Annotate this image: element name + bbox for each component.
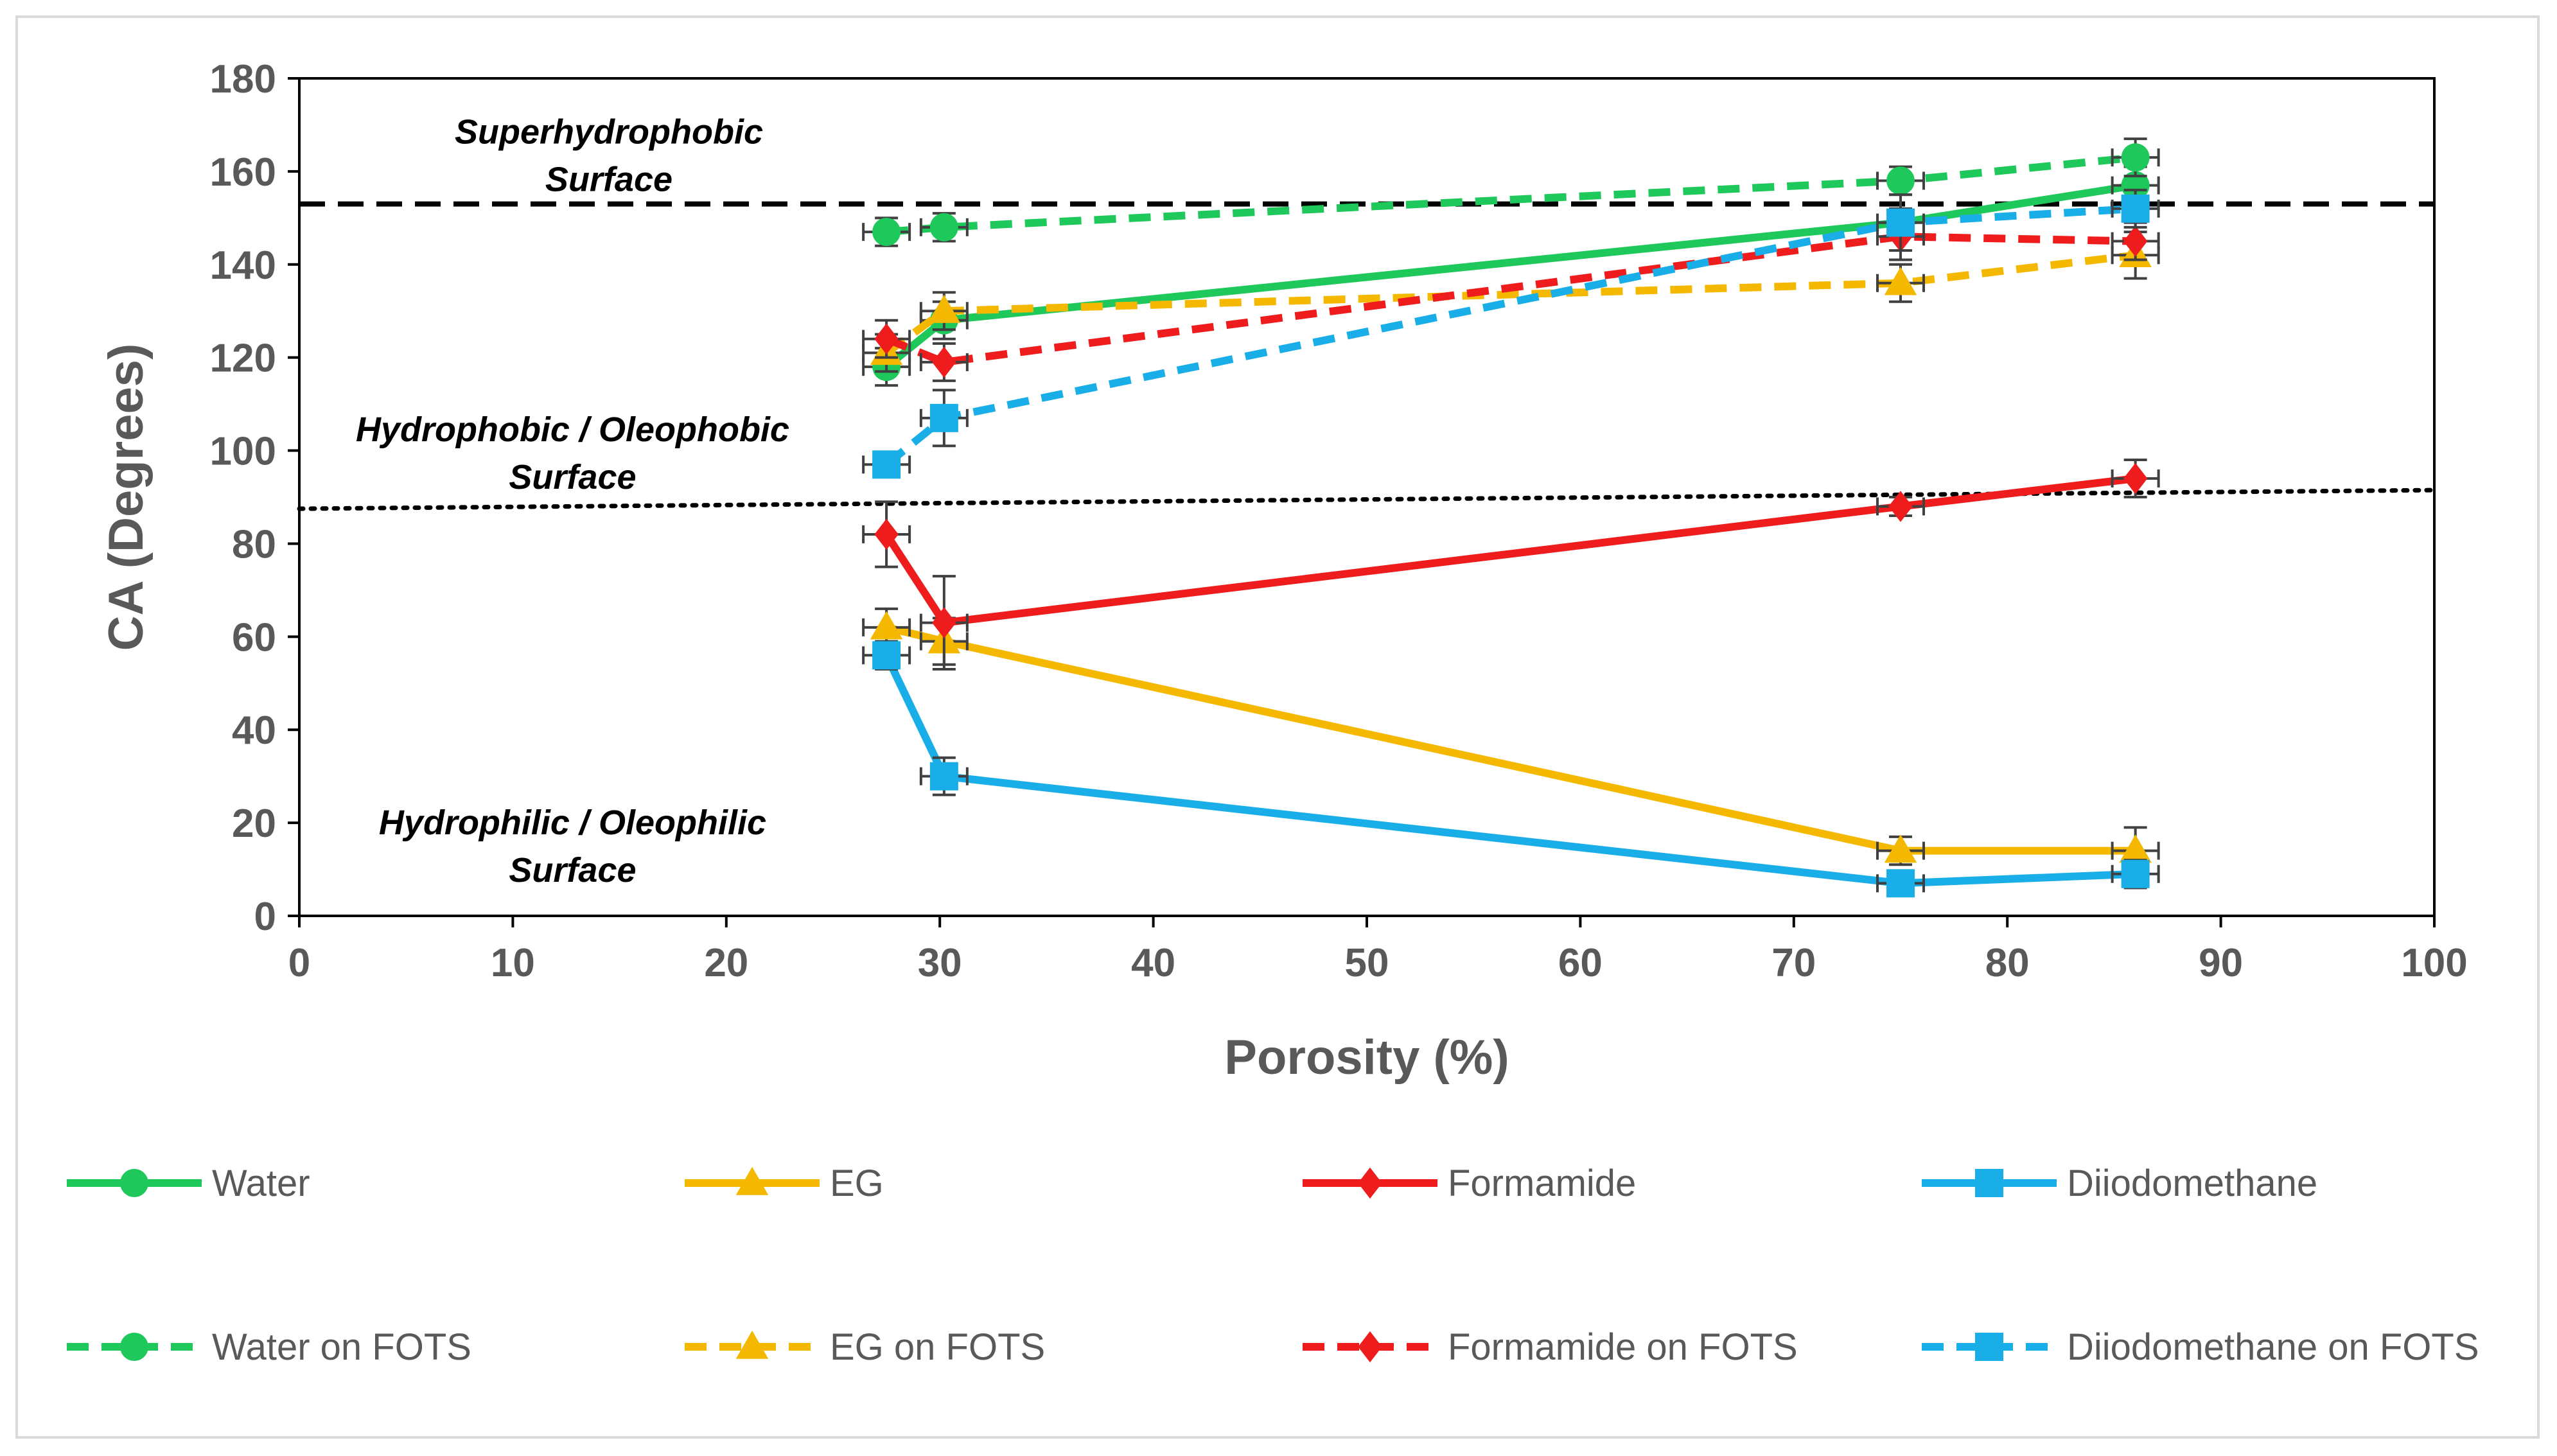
hydrophilic-label-line-2: Surface [509,851,636,890]
legend-label: Diiodomethane [2067,1162,2317,1204]
eg-point [870,611,903,640]
water-point [2121,171,2150,200]
water-on-fots-line [886,153,2136,236]
water-on-fots-point [929,213,958,241]
x-tick-label: 10 [491,941,535,985]
diiodomethane-on-fots-point [1886,208,1915,237]
formamide-on-fots-line [884,232,2136,366]
diiodomethane-on-fots-point [2121,194,2150,223]
series-eg [862,607,2160,875]
legend-label: Diiodomethane on FOTS [2067,1326,2479,1368]
legend-swatch-marker [1358,1331,1382,1363]
diiodomethane-point [2121,859,2150,888]
superhydrophobic-label-line-1: Superhydrophobic [455,112,763,151]
legend-swatch-marker [120,1169,148,1197]
x-axis-title: Porosity (%) [1224,1030,1509,1085]
legend-label: Formamide [1448,1162,1636,1204]
x-tick-label: 100 [2401,941,2467,985]
diiodomethane-point [929,762,958,791]
hydrophobic-threshold-line [297,487,2437,511]
x-tick-label: 70 [1771,941,1816,985]
diiodomethane-line [883,653,2136,888]
formamide-point [1888,491,1913,522]
legend-swatch-marker [735,1330,769,1359]
eg-point [1884,834,1917,863]
diiodomethane-point [1886,869,1915,898]
x-tick-label: 40 [1131,941,1175,985]
legend-item-formamide-on-fots: Formamide on FOTS [1303,1326,1798,1368]
legend-label: EG on FOTS [830,1326,1045,1368]
eg-point [2119,834,2152,863]
x-tick-label: 90 [2199,941,2243,985]
eg-line [885,624,2136,855]
formamide-line [883,475,2136,627]
legend-item-water: Water [67,1162,310,1204]
series-water-on-fots [862,137,2160,247]
superhydrophobic-label-line-2: Surface [545,160,672,198]
y-tick-label: 80 [232,522,276,566]
y-tick-label: 60 [232,615,276,660]
hydrophilic-label-line-1: Hydrophilic / Oleophilic [379,803,766,842]
legend-label: Formamide on FOTS [1448,1326,1798,1368]
series-formamide [862,459,2160,671]
x-tick-label: 80 [1985,941,2030,985]
hydrophobic-label-line-2: Surface [509,458,636,496]
diiodomethane-on-fots-point [872,450,901,479]
eg-on-fots-point [927,294,961,323]
legend-item-diiodomethane: Diiodomethane [1922,1162,2317,1204]
legend-item-water-on-fots: Water on FOTS [67,1326,471,1368]
formamide-on-fots-point [874,323,899,355]
legend-swatch-marker [1975,1333,2003,1361]
legend-item-eg-on-fots: EG on FOTS [685,1326,1045,1368]
eg-on-fots-point [1884,267,1917,295]
legend-label: Water [212,1162,310,1204]
legend-item-eg: EG [685,1162,884,1204]
series-diiodomethane-on-fots [862,188,2160,479]
water-on-fots-point [2121,143,2150,172]
diiodomethane-on-fots-line [884,204,2136,468]
water-on-fots-point [872,218,901,247]
legend-item-diiodomethane-on-fots: Diiodomethane on FOTS [1922,1326,2479,1368]
y-tick-label: 120 [210,337,276,381]
legend-swatch-marker [120,1333,148,1361]
y-tick-label: 40 [232,708,276,753]
legend-label: EG [830,1162,884,1204]
eg-on-fots-line [884,251,2136,356]
hydrophobic-label-line-1: Hydrophobic / Oleophobic [356,410,789,449]
x-tick-label: 0 [288,941,310,985]
chart-frame [15,15,2540,1439]
x-tick-label: 30 [918,941,962,985]
legend-item-formamide: Formamide [1303,1162,1636,1204]
x-tick-label: 20 [704,941,748,985]
formamide-point [874,518,899,550]
formamide-point [2123,462,2148,495]
y-axis-title: CA (Degrees) [99,344,154,651]
water-on-fots-point [1886,166,1915,195]
y-tick-label: 100 [210,430,276,474]
x-tick-label: 50 [1345,941,1389,985]
water-line [884,181,2136,370]
formamide-on-fots-point [932,346,956,378]
legend-swatch-marker [735,1166,769,1195]
y-tick-label: 0 [254,895,276,939]
y-tick-label: 20 [232,802,276,846]
formamide-on-fots-point [2123,225,2148,257]
x-tick-label: 60 [1558,941,1603,985]
formamide-point [932,607,956,638]
y-tick-label: 140 [210,243,276,288]
series-diiodomethane [862,640,2160,898]
legend-swatch-marker [1975,1169,2003,1197]
y-tick-label: 180 [210,57,276,101]
legend-label: Water on FOTS [212,1326,471,1368]
diiodomethane-point [872,641,901,670]
diiodomethane-on-fots-point [929,403,958,432]
y-tick-label: 160 [210,150,276,195]
legend-swatch-marker [1358,1167,1382,1199]
